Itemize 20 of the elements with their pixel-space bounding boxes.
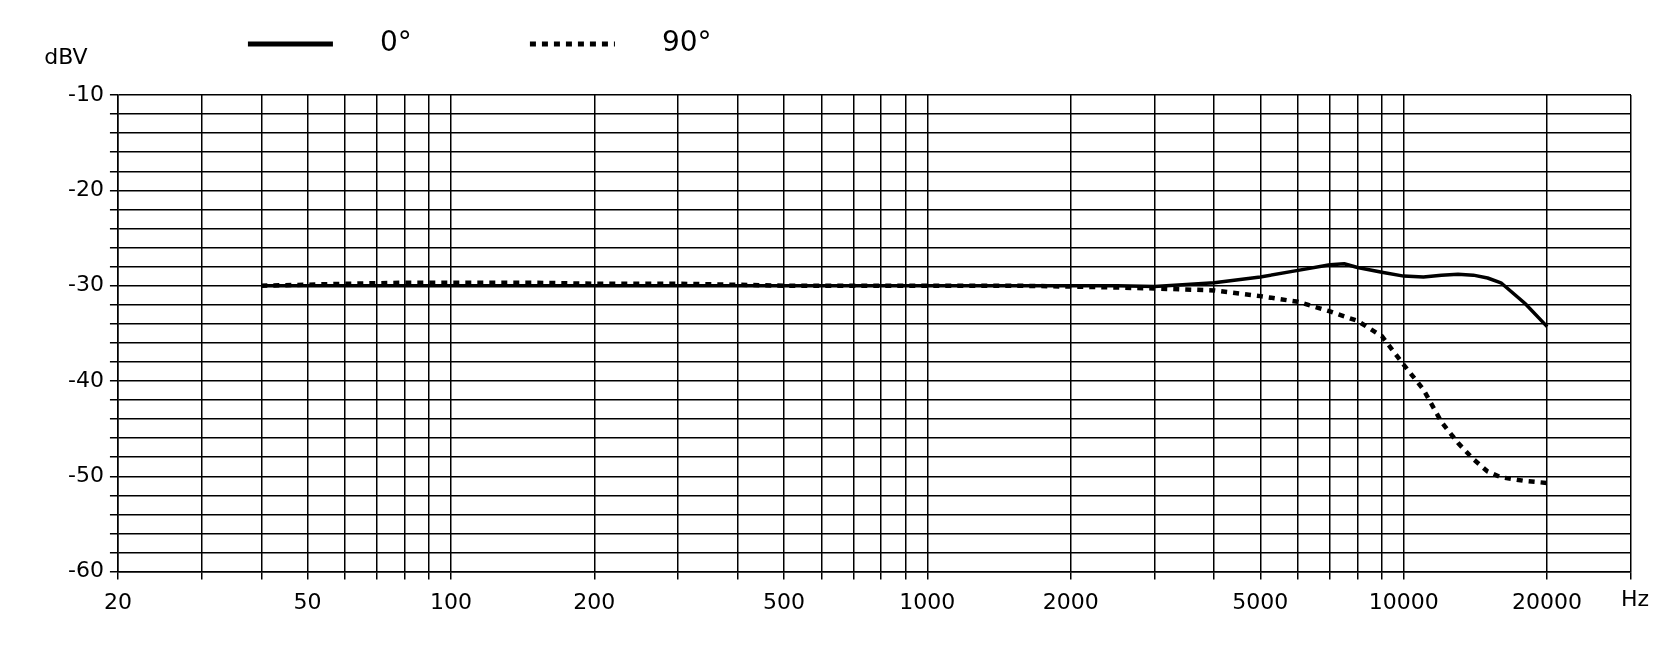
x-tick-label: 100 (429, 588, 472, 614)
y-tick-label: -60 (68, 557, 104, 583)
x-tick-label: 20 (103, 588, 132, 614)
x-tick-label: 200 (573, 588, 616, 614)
y-tick-label: -10 (68, 80, 104, 106)
y-tick-label: -50 (68, 462, 104, 487)
x-tick-label: 10000 (1368, 588, 1439, 614)
x-tick-label: 1000 (899, 588, 956, 614)
x-tick-label: 500 (762, 588, 805, 614)
x-tick-label: 20000 (1512, 588, 1583, 614)
legend-label: 90° (661, 25, 712, 59)
x-tick-label: 50 (293, 588, 322, 614)
x-tick-label: 2000 (1042, 588, 1099, 614)
y-axis-title: dBV (44, 43, 88, 69)
y-tick-label: -20 (68, 176, 104, 202)
y-tick-label: -40 (68, 366, 104, 392)
legend-label: 0° (379, 25, 412, 59)
x-axis-title: Hz (1621, 586, 1650, 612)
x-tick-label: 5000 (1232, 588, 1289, 614)
y-tick-label: -30 (68, 271, 104, 297)
